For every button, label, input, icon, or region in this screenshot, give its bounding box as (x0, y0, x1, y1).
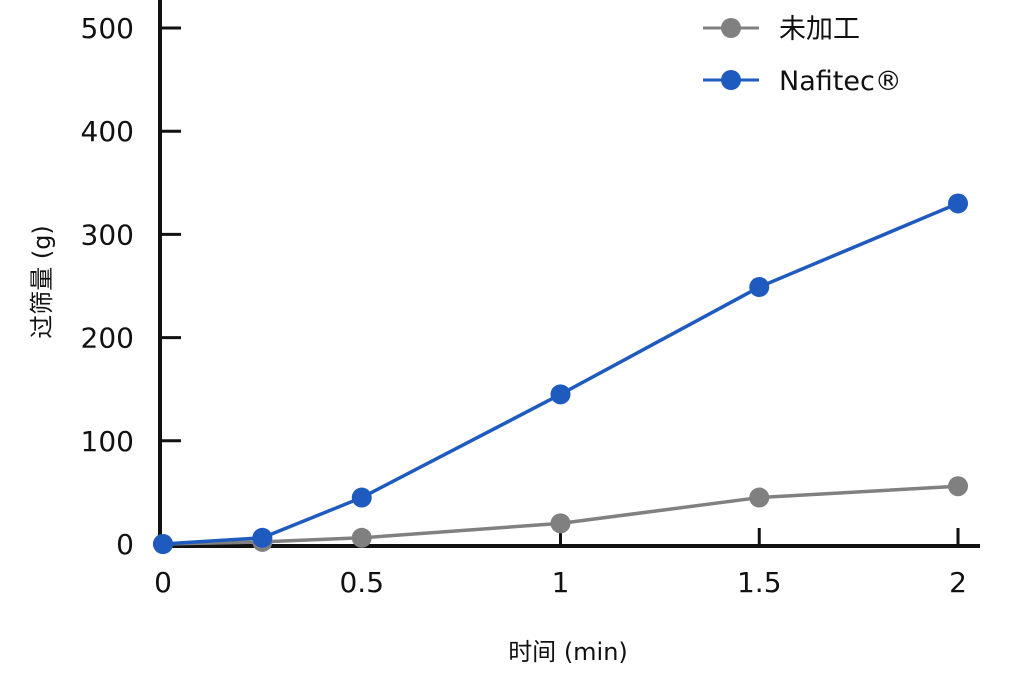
x-axis-title: 时间 (min) (508, 638, 628, 666)
y-tick-label: 300 (81, 218, 134, 251)
data-point (749, 277, 770, 298)
x-tick-label: 2 (949, 566, 967, 599)
ticks: 0 100 200 300 400 500 0 0.5 1 1.5 2 (81, 12, 967, 599)
x-tick-label: 1.5 (737, 566, 782, 599)
series-1 (153, 193, 968, 554)
legend-entry-0: 未加工 (703, 14, 860, 45)
legend-marker (721, 70, 741, 90)
data-point (153, 534, 173, 554)
legend-label: Nafitec® (779, 66, 902, 97)
legend-entry-1: Nafitec® (703, 66, 902, 97)
series-line (162, 201, 959, 546)
y-tick-label: 500 (81, 12, 134, 45)
legend-label: 未加工 (779, 14, 860, 45)
x-tick-label: 0 (154, 566, 172, 599)
data-point (351, 527, 372, 548)
x-tick-label: 0.5 (339, 566, 384, 599)
axes (158, 0, 980, 548)
y-tick-label: 200 (81, 322, 134, 355)
y-tick-label: 400 (81, 115, 134, 148)
data-point (550, 513, 571, 534)
series-layer (153, 193, 968, 554)
legend-marker (721, 18, 741, 38)
y-tick-label: 100 (81, 425, 134, 458)
data-point (948, 193, 968, 214)
data-point (550, 384, 571, 405)
data-point (948, 476, 968, 497)
series-line (162, 484, 959, 546)
data-point (252, 527, 273, 548)
data-point (749, 487, 770, 508)
y-tick-label: 0 (116, 528, 134, 561)
x-tick-label: 1 (552, 566, 570, 599)
data-point (351, 487, 372, 508)
legend: 未加工 Nafitec® (703, 14, 902, 97)
y-axis-title: 过筛量 (g) (28, 225, 56, 339)
